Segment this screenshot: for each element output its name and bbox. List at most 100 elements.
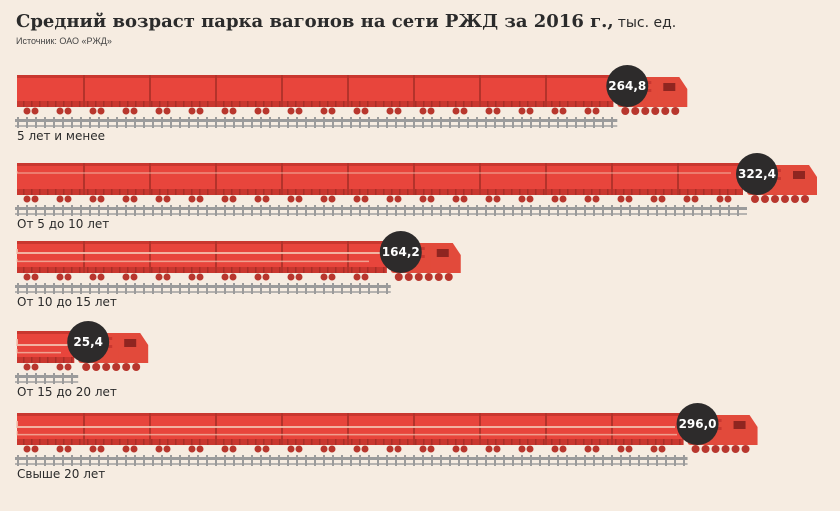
- wagon-rib: [295, 439, 297, 445]
- wagon-rib: [127, 267, 129, 273]
- wheel: [551, 195, 559, 203]
- wagon-rib: [631, 439, 633, 445]
- rail-tie: [296, 117, 298, 128]
- rail-tie: [35, 205, 37, 216]
- rail-tie: [251, 455, 253, 466]
- rail-tie: [332, 205, 334, 216]
- rail-tie: [170, 283, 172, 294]
- rail-tie: [332, 455, 334, 466]
- wagon-rib: [87, 189, 89, 195]
- locomotive-wheel: [444, 273, 453, 281]
- rail-tie: [197, 205, 199, 216]
- rail-tie: [251, 205, 253, 216]
- locomotive-wheel: [132, 363, 141, 371]
- rail-tie: [422, 205, 424, 216]
- rail-tie: [17, 117, 19, 128]
- rail-tie: [467, 205, 469, 216]
- wheel: [56, 273, 64, 281]
- wheel: [716, 195, 724, 203]
- locomotive-wheel: [721, 445, 730, 453]
- wheel: [23, 107, 31, 115]
- wagon-rib: [607, 189, 609, 195]
- wagon-divider: [83, 241, 85, 273]
- wagon-rib: [527, 189, 529, 195]
- wheel: [229, 445, 237, 453]
- rail-tie: [611, 117, 613, 128]
- rail: [15, 381, 79, 383]
- wheel: [386, 195, 394, 203]
- wagon-rib: [255, 267, 257, 273]
- wagon-divider: [83, 413, 85, 445]
- wagon-rib: [39, 357, 41, 363]
- wheel: [353, 195, 361, 203]
- wagon-divider: [281, 163, 283, 195]
- value-badge: [676, 403, 719, 445]
- wheel: [361, 273, 369, 281]
- rail-tie: [512, 117, 514, 128]
- rail-tie: [341, 455, 343, 466]
- rail-tie: [566, 455, 568, 466]
- rail-tie: [674, 455, 676, 466]
- wagon-rib: [335, 101, 337, 107]
- wagon-rib: [343, 101, 345, 107]
- wagon-rib: [39, 439, 41, 445]
- rail-tie: [350, 455, 352, 466]
- wagon-rib: [159, 439, 161, 445]
- rail-tie: [224, 117, 226, 128]
- rail-tie: [530, 117, 532, 128]
- locomotive-cab: [118, 333, 149, 363]
- wagon-rib: [151, 101, 153, 107]
- rail-tie: [476, 205, 478, 216]
- wheel: [353, 273, 361, 281]
- wagon-rib: [415, 189, 417, 195]
- wheel: [196, 107, 204, 115]
- rail-tie: [737, 205, 739, 216]
- locomotive-wheel: [801, 195, 809, 203]
- rail-tie: [710, 205, 712, 216]
- wheel: [625, 195, 633, 203]
- wagon-rib: [63, 357, 65, 363]
- wagon-rib: [367, 439, 369, 445]
- wagon-rib: [575, 189, 577, 195]
- rail-tie: [314, 205, 316, 216]
- rail-tie: [548, 117, 550, 128]
- rail-tie: [395, 455, 397, 466]
- value-badge: [67, 321, 110, 363]
- wagon-rib: [447, 439, 449, 445]
- rail-tie: [287, 455, 289, 466]
- wagon-rib: [487, 101, 489, 107]
- wagon-rib: [311, 101, 313, 107]
- wagon-rib: [647, 189, 649, 195]
- wheel: [526, 445, 534, 453]
- wagon-rib: [143, 101, 145, 107]
- wagon-rib: [407, 101, 409, 107]
- wagon-rib: [151, 439, 153, 445]
- wagon-rib: [591, 439, 593, 445]
- wheel: [196, 445, 204, 453]
- rail: [15, 213, 747, 215]
- wheel: [64, 195, 72, 203]
- wagon-rib: [327, 101, 329, 107]
- wagon-rib: [503, 439, 505, 445]
- rail-tie: [62, 117, 64, 128]
- rail-tie: [152, 455, 154, 466]
- rail-tie: [134, 455, 136, 466]
- wagon-rib: [23, 357, 25, 363]
- wheel: [361, 107, 369, 115]
- train-bar-frame: [17, 189, 743, 195]
- wheel: [551, 107, 559, 115]
- wagon-rib: [23, 101, 25, 107]
- wheel: [229, 273, 237, 281]
- rail-tie: [350, 117, 352, 128]
- wagon-rib: [527, 439, 529, 445]
- rail-tie: [35, 455, 37, 466]
- category-label: От 5 до 10 лет: [17, 217, 109, 231]
- wagon-rib: [271, 439, 273, 445]
- rail-tie: [620, 455, 622, 466]
- wagon-rib: [399, 189, 401, 195]
- wagon-rib: [279, 101, 281, 107]
- wagon-rib: [199, 101, 201, 107]
- wheel: [287, 273, 295, 281]
- rail-tie: [134, 205, 136, 216]
- wagon-rib: [111, 189, 113, 195]
